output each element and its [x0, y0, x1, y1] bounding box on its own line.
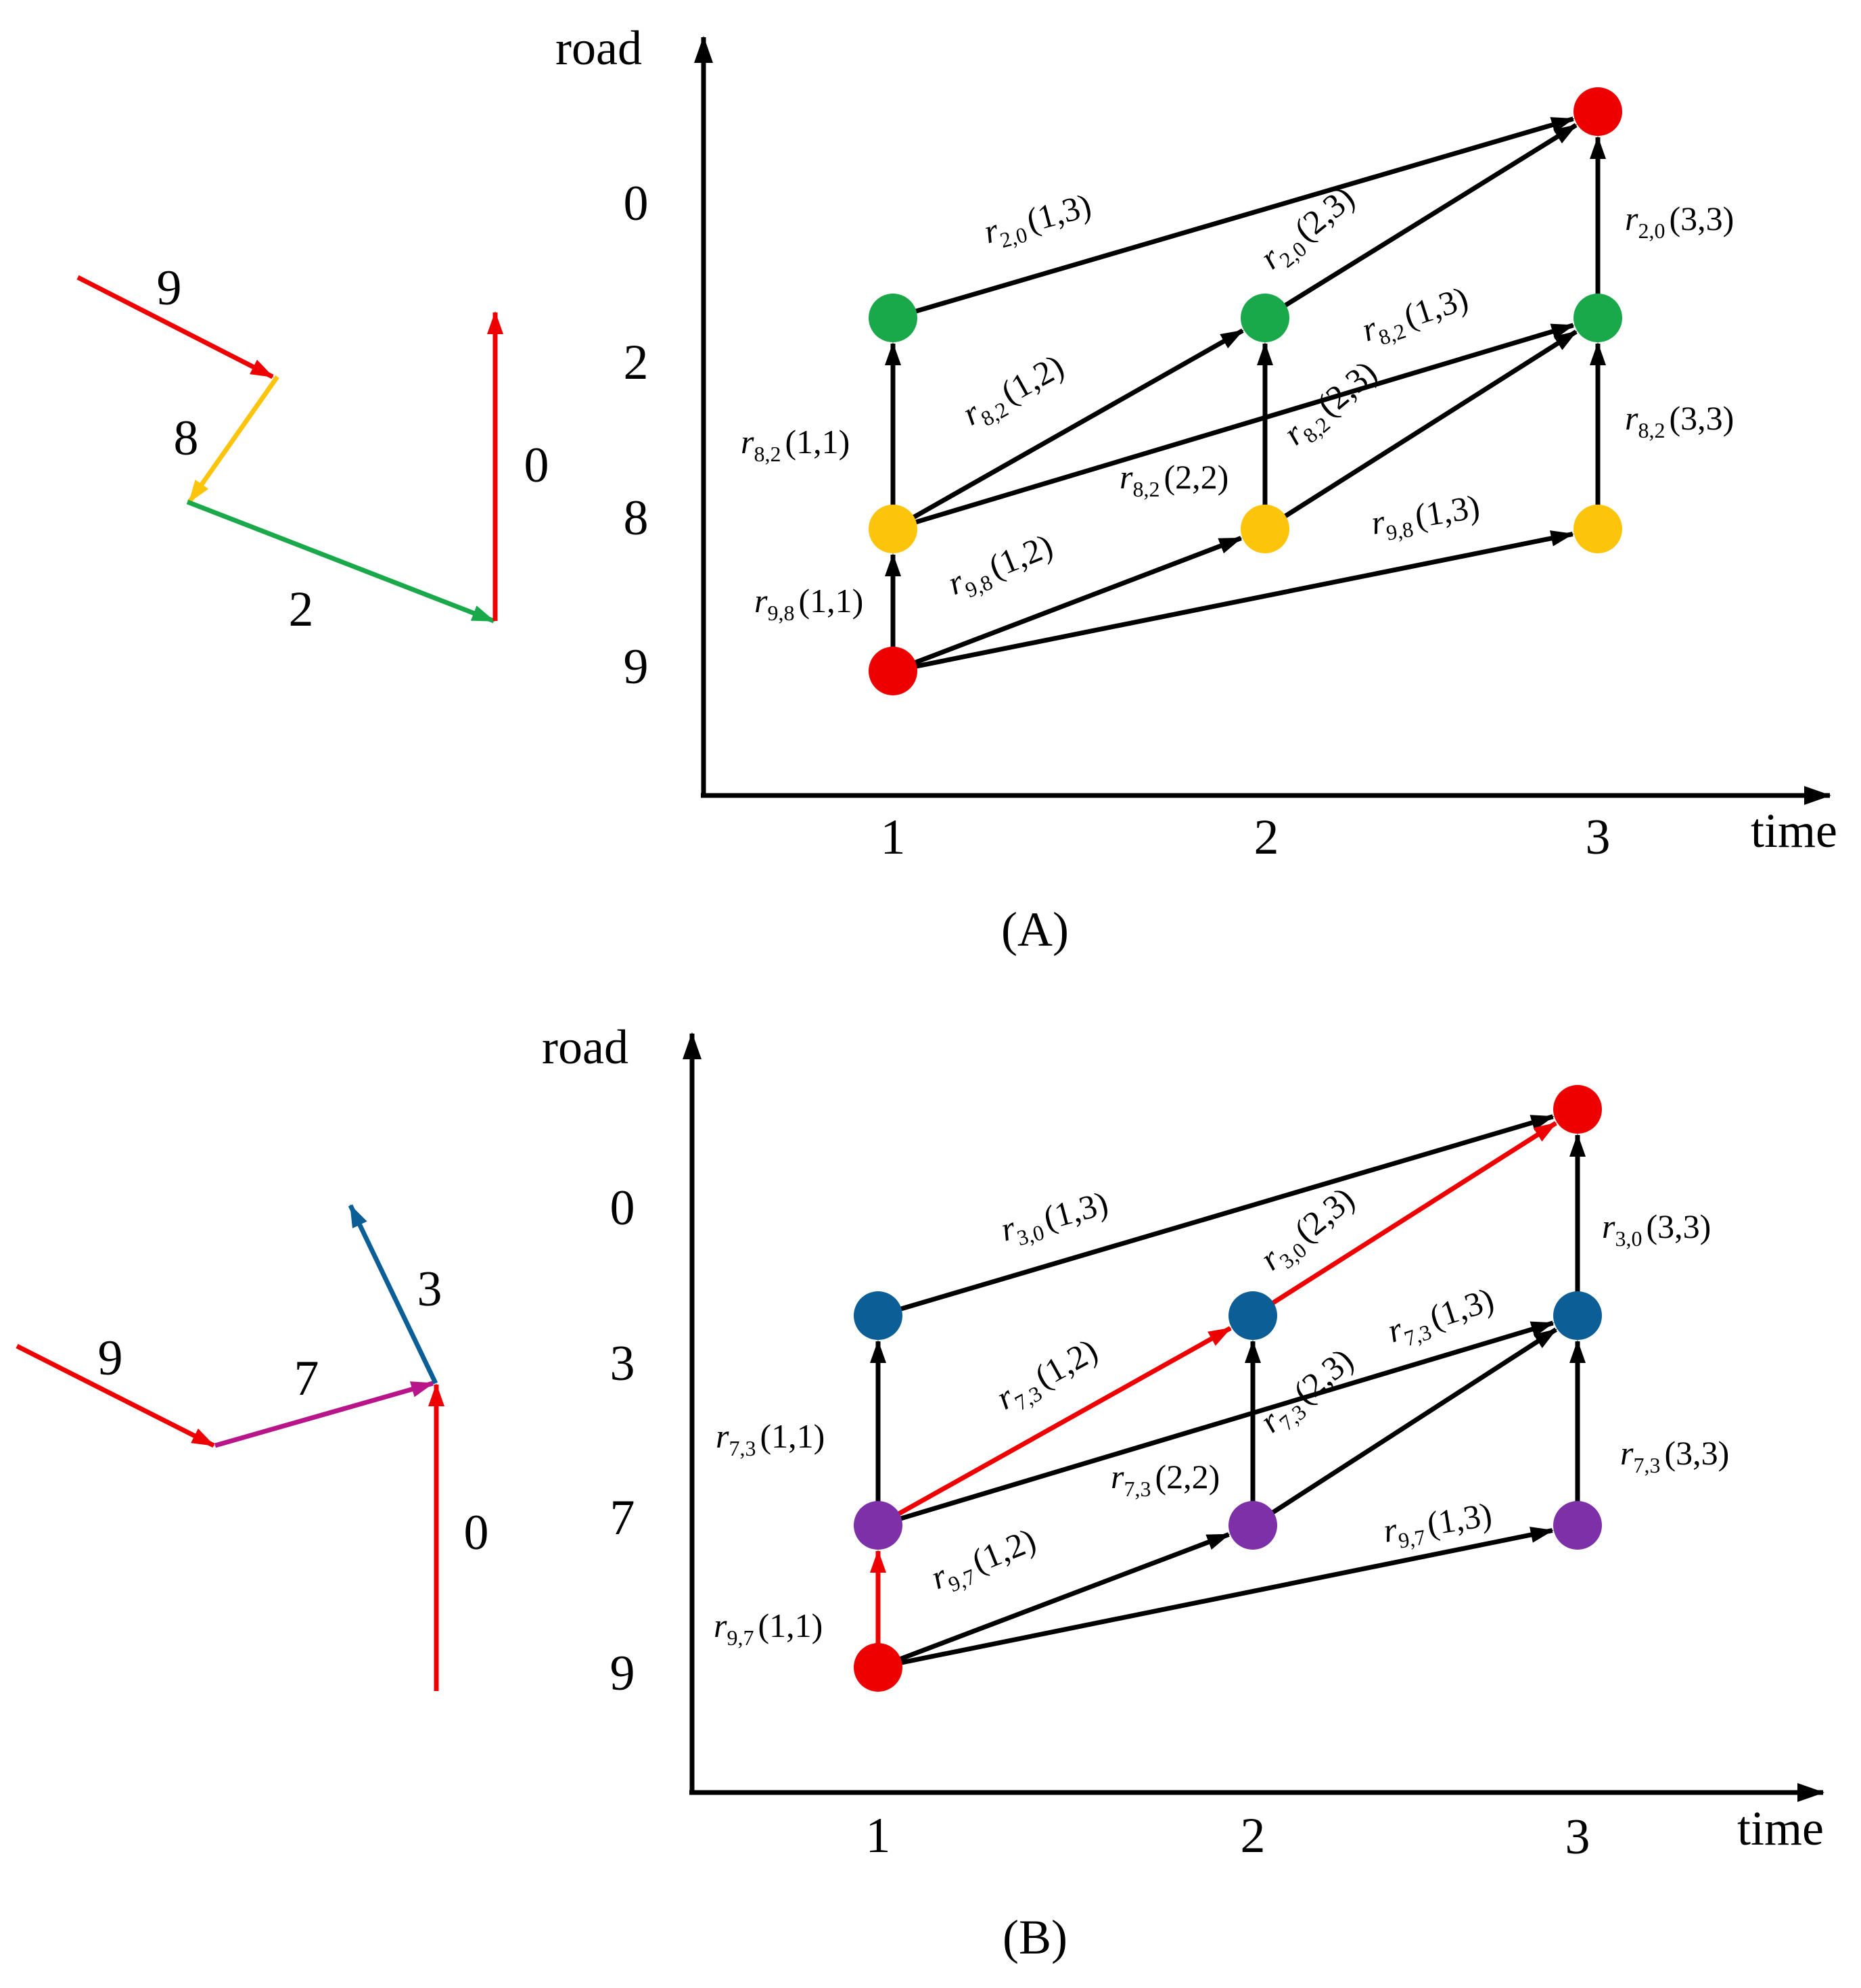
node-road9-t1	[869, 647, 917, 695]
route-a-label-2: 8	[174, 411, 199, 466]
road-tick-9: 9	[624, 639, 649, 695]
node-road7-t3	[1553, 1501, 1602, 1550]
graph-b: road time 0 3 7 9 1 2 3 r9,7 (1,1)r9,7(1,…	[542, 1020, 1824, 1865]
edge-r2-0-13	[906, 116, 1575, 317]
graph-a: road time 0 2 8 9 1 2 3 r9,8 (1,1) r9,8(1,…	[555, 21, 1837, 865]
node-road0-t3	[1573, 87, 1622, 136]
edge-r9-8-13	[906, 530, 1574, 671]
edge-label-r7-3-23: r7,3(2,3)	[1252, 1341, 1364, 1444]
graph-a-edges	[885, 116, 1606, 671]
route-a-segment-3	[186, 499, 495, 624]
edge-r3-0-23	[1264, 1121, 1557, 1310]
node-road3-t3	[1553, 1291, 1602, 1340]
node-road3-t1	[854, 1291, 902, 1340]
road-tick-7: 7	[610, 1490, 635, 1546]
node-road8-t3	[1573, 505, 1622, 553]
y-axis-label: road	[542, 1020, 628, 1074]
route-b-label-1: 9	[98, 1331, 123, 1386]
route-a-label-3: 2	[289, 582, 314, 637]
edge-r7-3-12	[890, 1326, 1232, 1521]
graph-b-edges	[870, 1114, 1586, 1667]
edge-label-r9-7-12: r9,7(1,2)	[925, 1521, 1043, 1602]
edge-label-r3-0-13: r3,0(1,3)	[996, 1184, 1113, 1254]
route-sketch-a: 9 8 2 0	[76, 260, 549, 637]
panel-b: 9 7 3 0 road time 0 3 7 9 1 2 3 r9,7 (1,1…	[16, 1020, 1824, 1964]
time-tick-1: 1	[866, 1808, 891, 1864]
node-road7-t1	[854, 1501, 902, 1550]
edge-r7-3-13	[891, 1320, 1555, 1524]
graph-a-edge-labels: r9,8 (1,1) r9,8(1,2) r9,8(1,3) r8,2 (1,1) r8,2…	[741, 179, 1734, 625]
edge-r8-2-12	[904, 328, 1244, 524]
edge-r9-8-12	[905, 536, 1243, 668]
route-b-segment-2	[214, 1381, 434, 1448]
edge-r9-7-12	[890, 1532, 1231, 1665]
edge-label-r8-2-11: r8,2 (1,1)	[741, 423, 850, 466]
route-b-segment-1	[16, 1343, 215, 1448]
node-road8-t1	[869, 505, 917, 553]
panel-a-caption: (A)	[1001, 902, 1069, 956]
road-tick-8: 8	[624, 490, 649, 546]
edge-r7-3-23	[1264, 1327, 1557, 1520]
edge-label-r8-2-33: r8,2 (3,3)	[1625, 399, 1734, 442]
panel-a: 9 8 2 0 road time 0 2 8 9 1 2 3 r9,8 (1,1…	[76, 21, 1837, 956]
route-a-segment-1	[76, 275, 274, 379]
route-a-label-4: 0	[524, 438, 549, 493]
node-road0-t3	[1553, 1085, 1602, 1134]
edge-label-r8-2-23: r8,2(2,3)	[1276, 353, 1387, 457]
edge-label-r9-8-13: r9,8(1,3)	[1369, 487, 1483, 547]
edge-r2-0-23	[1276, 123, 1578, 313]
edge-label-r8-2-12: r8,2(1,2)	[956, 346, 1072, 437]
time-tick-1: 1	[881, 810, 906, 865]
time-tick-3: 3	[1565, 1809, 1590, 1865]
road-tick-0: 0	[610, 1180, 635, 1236]
road-tick-0: 0	[624, 176, 649, 231]
y-axis-label: road	[555, 21, 642, 75]
edge-r9-7-13	[892, 1527, 1554, 1667]
node-road8-t2	[1241, 505, 1289, 553]
time-tick-2: 2	[1254, 810, 1279, 865]
route-a-segment-2	[187, 375, 279, 504]
edge-label-r2-0-13: r2,0(1,3)	[980, 186, 1096, 256]
route-b-label-2: 7	[294, 1351, 319, 1406]
edge-label-r9-7-13: r9,7(1,3)	[1381, 1495, 1495, 1554]
panel-b-caption: (B)	[1003, 1910, 1067, 1964]
node-road2-t3	[1573, 294, 1622, 342]
edge-label-r8-2-13: r8,2(1,3)	[1357, 279, 1474, 354]
road-tick-9: 9	[610, 1646, 635, 1701]
route-a-label-1: 9	[157, 260, 182, 316]
graph-a-nodes	[869, 87, 1622, 695]
node-road7-t2	[1228, 1501, 1277, 1550]
edge-r8-2-13	[906, 323, 1575, 528]
x-axis-label: time	[1737, 1801, 1824, 1855]
edge-label-r8-2-22: r8,2 (2,2)	[1120, 458, 1228, 501]
edge-label-r9-7-11: r9,7 (1,1)	[714, 1606, 823, 1650]
node-road9-t1	[854, 1643, 902, 1692]
graph-b-nodes	[854, 1085, 1602, 1692]
route-sketch-b: 9 7 3 0	[16, 1204, 489, 1691]
edge-label-r9-8-11: r9,8 (1,1)	[754, 582, 863, 625]
time-tick-3: 3	[1586, 810, 1611, 865]
route-b-label-4: 0	[464, 1505, 489, 1561]
edge-label-r3-0-33: r3,0 (3,3)	[1602, 1207, 1711, 1251]
edge-r8-2-23	[1276, 329, 1578, 524]
edge-r3-0-13	[891, 1114, 1555, 1314]
road-tick-2: 2	[624, 335, 649, 390]
road-tick-3: 3	[610, 1336, 635, 1391]
node-road2-t1	[869, 294, 917, 342]
node-road3-t2	[1228, 1291, 1277, 1340]
edge-label-r7-3-11: r7,3 (1,1)	[716, 1417, 825, 1460]
route-b-label-3: 3	[417, 1262, 442, 1317]
edge-label-r2-0-33: r2,0 (3,3)	[1625, 200, 1734, 243]
route-b-segment-3	[348, 1204, 438, 1385]
edge-label-r7-3-33: r7,3 (3,3)	[1620, 1434, 1729, 1477]
time-tick-2: 2	[1241, 1808, 1266, 1864]
edge-label-r9-8-12: r9,8(1,2)	[942, 526, 1060, 607]
x-axis-label: time	[1751, 804, 1837, 858]
node-road2-t2	[1241, 294, 1289, 342]
graph-b-edge-labels: r9,7 (1,1) r9,7(1,2) r9,7(1,3) r7,3 (1,1) r7,3…	[714, 1180, 1729, 1650]
edge-label-r7-3-22: r7,3 (2,2)	[1111, 1458, 1220, 1501]
edge-label-r3-0-23: r3,0(2,3)	[1253, 1180, 1365, 1282]
